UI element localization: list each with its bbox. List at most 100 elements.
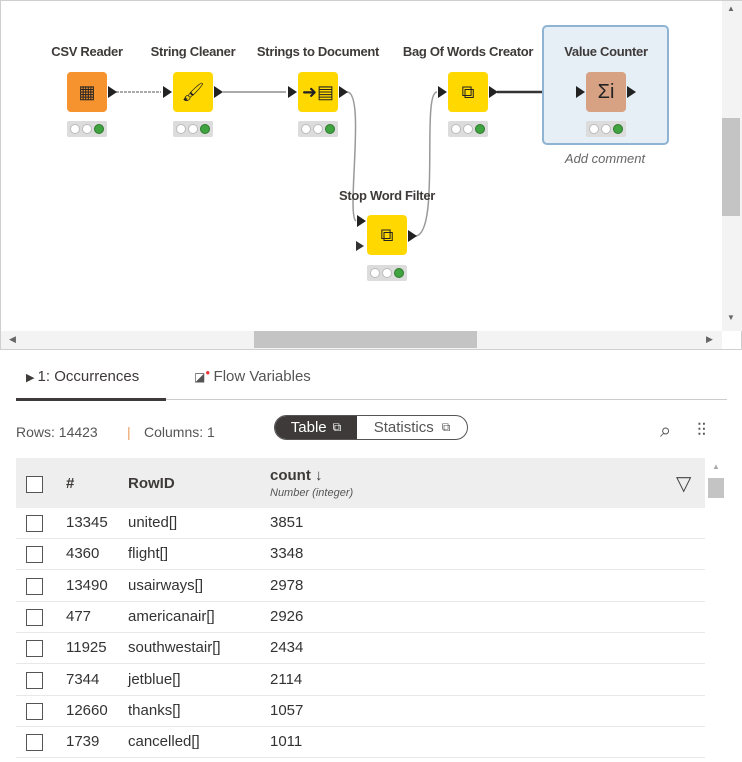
table-row[interactable]: 11925 southwestair[] 2434 bbox=[16, 633, 705, 665]
documents-transform-icon: ⧉ bbox=[461, 81, 475, 102]
row-checkbox[interactable] bbox=[26, 577, 43, 595]
brush-icon: 🖌 bbox=[181, 81, 205, 102]
add-comment[interactable]: Add comment bbox=[564, 151, 646, 166]
workflow-canvas[interactable]: Add comment CSV Reader ▦ String Cleaner … bbox=[0, 0, 742, 350]
node-label-value-counter: Value Counter bbox=[564, 44, 648, 59]
view-toggle[interactable]: Table ⧉ Statistics ⧉ bbox=[274, 415, 468, 440]
cell-count: 2978 bbox=[270, 576, 304, 594]
columns-count: Columns: 1 bbox=[144, 424, 215, 440]
node-label-stop-word-filter: Stop Word Filter bbox=[338, 188, 436, 203]
table-row[interactable]: 1739 cancelled[] 1011 bbox=[16, 727, 705, 759]
node-bag-of-words-creator[interactable]: ⧉ bbox=[448, 72, 488, 112]
connection bbox=[414, 91, 438, 237]
row-checkbox[interactable] bbox=[26, 734, 43, 752]
node-label-strings-to-document: Strings to Document bbox=[256, 44, 380, 59]
settings-sliders-icon[interactable]: ⫶⫶ bbox=[697, 420, 706, 440]
cell-index: 13345 bbox=[66, 514, 108, 531]
table-row[interactable]: 477 americanair[] 2926 bbox=[16, 602, 705, 633]
vertical-scrollbar[interactable]: ▲ ▼ bbox=[722, 1, 742, 331]
optional-input-port[interactable] bbox=[356, 241, 364, 251]
input-port[interactable] bbox=[288, 86, 297, 98]
node-label-string-cleaner: String Cleaner bbox=[150, 44, 236, 59]
column-type: Number (integer) bbox=[270, 487, 354, 499]
horizontal-scrollbar[interactable]: ◀ ▶ bbox=[1, 331, 722, 349]
cell-rowid: cancelled[] bbox=[128, 733, 200, 751]
documents-transform-icon: ⧉ bbox=[380, 224, 394, 245]
output-port[interactable] bbox=[627, 86, 636, 98]
node-string-cleaner[interactable]: 🖌 bbox=[173, 72, 213, 112]
cell-count: 2926 bbox=[270, 607, 304, 625]
input-port[interactable] bbox=[438, 86, 447, 98]
output-port[interactable] bbox=[108, 86, 117, 98]
cell-rowid: southwestair[] bbox=[128, 639, 221, 657]
output-tabs: ▶ 1: Occurrences ◪● Flow Variables bbox=[16, 360, 727, 401]
node-strings-to-document[interactable]: ➜▤ bbox=[298, 72, 338, 112]
input-port[interactable] bbox=[163, 86, 172, 98]
tab-flow-variables[interactable]: ◪● Flow Variables bbox=[194, 368, 311, 385]
output-port[interactable] bbox=[489, 86, 498, 98]
node-status bbox=[586, 121, 626, 137]
node-label-csv-reader: CSV Reader bbox=[51, 44, 123, 59]
statistics-view-button[interactable]: Statistics ⧉ bbox=[373, 419, 451, 436]
cell-count: 1011 bbox=[270, 733, 303, 751]
cell-count: 3348 bbox=[270, 545, 304, 563]
node-status bbox=[298, 121, 338, 137]
row-checkbox[interactable] bbox=[26, 702, 43, 720]
input-port[interactable] bbox=[357, 215, 366, 227]
row-checkbox[interactable] bbox=[26, 515, 43, 532]
node-status bbox=[173, 121, 213, 137]
table-row[interactable]: 13345 united[] 3851 bbox=[16, 508, 705, 539]
cell-index: 13490 bbox=[66, 576, 108, 594]
table-scrollbar[interactable]: ▲ bbox=[706, 458, 726, 762]
table-header: # RowID count ↓ Number (integer) ▽ bbox=[16, 458, 705, 508]
cell-index: 4360 bbox=[66, 545, 100, 563]
column-header-index: # bbox=[66, 475, 75, 492]
table-view-button[interactable]: Table ⧉ bbox=[275, 416, 357, 439]
scroll-thumb[interactable] bbox=[708, 478, 724, 498]
input-port[interactable] bbox=[576, 86, 585, 98]
output-port[interactable] bbox=[214, 86, 223, 98]
filter-icon[interactable]: ▽ bbox=[676, 473, 692, 495]
row-checkbox[interactable] bbox=[26, 671, 43, 689]
cell-index: 1739 bbox=[66, 733, 100, 751]
cell-rowid: united[] bbox=[128, 514, 178, 531]
table-row[interactable]: 7344 jetblue[] 2114 bbox=[16, 665, 705, 696]
cell-index: 12660 bbox=[66, 701, 108, 719]
sort-descending-icon[interactable]: ↓ bbox=[315, 467, 323, 484]
table-row[interactable]: 4360 flight[] 3348 bbox=[16, 539, 705, 571]
cell-count: 1057 bbox=[270, 701, 304, 719]
tab-occurrences[interactable]: ▶ 1: Occurrences bbox=[26, 368, 140, 385]
column-header-rowid[interactable]: RowID bbox=[128, 475, 175, 492]
node-status bbox=[448, 121, 488, 137]
node-status bbox=[67, 121, 107, 137]
play-icon: ▶ bbox=[26, 372, 38, 384]
separator: | bbox=[127, 424, 131, 440]
scroll-thumb[interactable] bbox=[254, 331, 477, 348]
cell-rowid: usairways[] bbox=[128, 576, 204, 594]
row-checkbox[interactable] bbox=[26, 640, 43, 658]
open-window-icon[interactable]: ⧉ bbox=[332, 420, 342, 434]
cell-count: 2434 bbox=[270, 639, 304, 657]
node-value-counter[interactable]: Σi bbox=[586, 72, 626, 112]
document-import-icon: ➜▤ bbox=[301, 81, 335, 102]
table-arrow-icon: ▦ bbox=[78, 81, 96, 102]
node-csv-reader[interactable]: ▦ bbox=[67, 72, 107, 112]
row-checkbox[interactable] bbox=[26, 546, 43, 564]
cell-count: 3851 bbox=[270, 514, 304, 531]
cell-rowid: flight[] bbox=[128, 545, 169, 563]
node-status bbox=[367, 265, 407, 281]
row-checkbox[interactable] bbox=[26, 608, 43, 626]
table-row[interactable]: 12660 thanks[] 1057 bbox=[16, 696, 705, 727]
flow-variable-icon: ◪● bbox=[194, 368, 211, 384]
search-icon[interactable]: ⌕ bbox=[660, 420, 672, 442]
output-port[interactable] bbox=[408, 230, 417, 242]
open-window-icon[interactable]: ⧉ bbox=[441, 420, 451, 434]
cell-rowid: americanair[] bbox=[128, 607, 215, 625]
node-stop-word-filter[interactable]: ⧉ bbox=[367, 215, 407, 255]
output-port[interactable] bbox=[339, 86, 348, 98]
select-all-checkbox[interactable] bbox=[26, 476, 43, 493]
scroll-thumb[interactable] bbox=[722, 118, 740, 216]
cell-index: 7344 bbox=[66, 670, 100, 688]
column-header-count[interactable]: count ↓ bbox=[270, 467, 323, 484]
table-row[interactable]: 13490 usairways[] 2978 bbox=[16, 571, 705, 602]
